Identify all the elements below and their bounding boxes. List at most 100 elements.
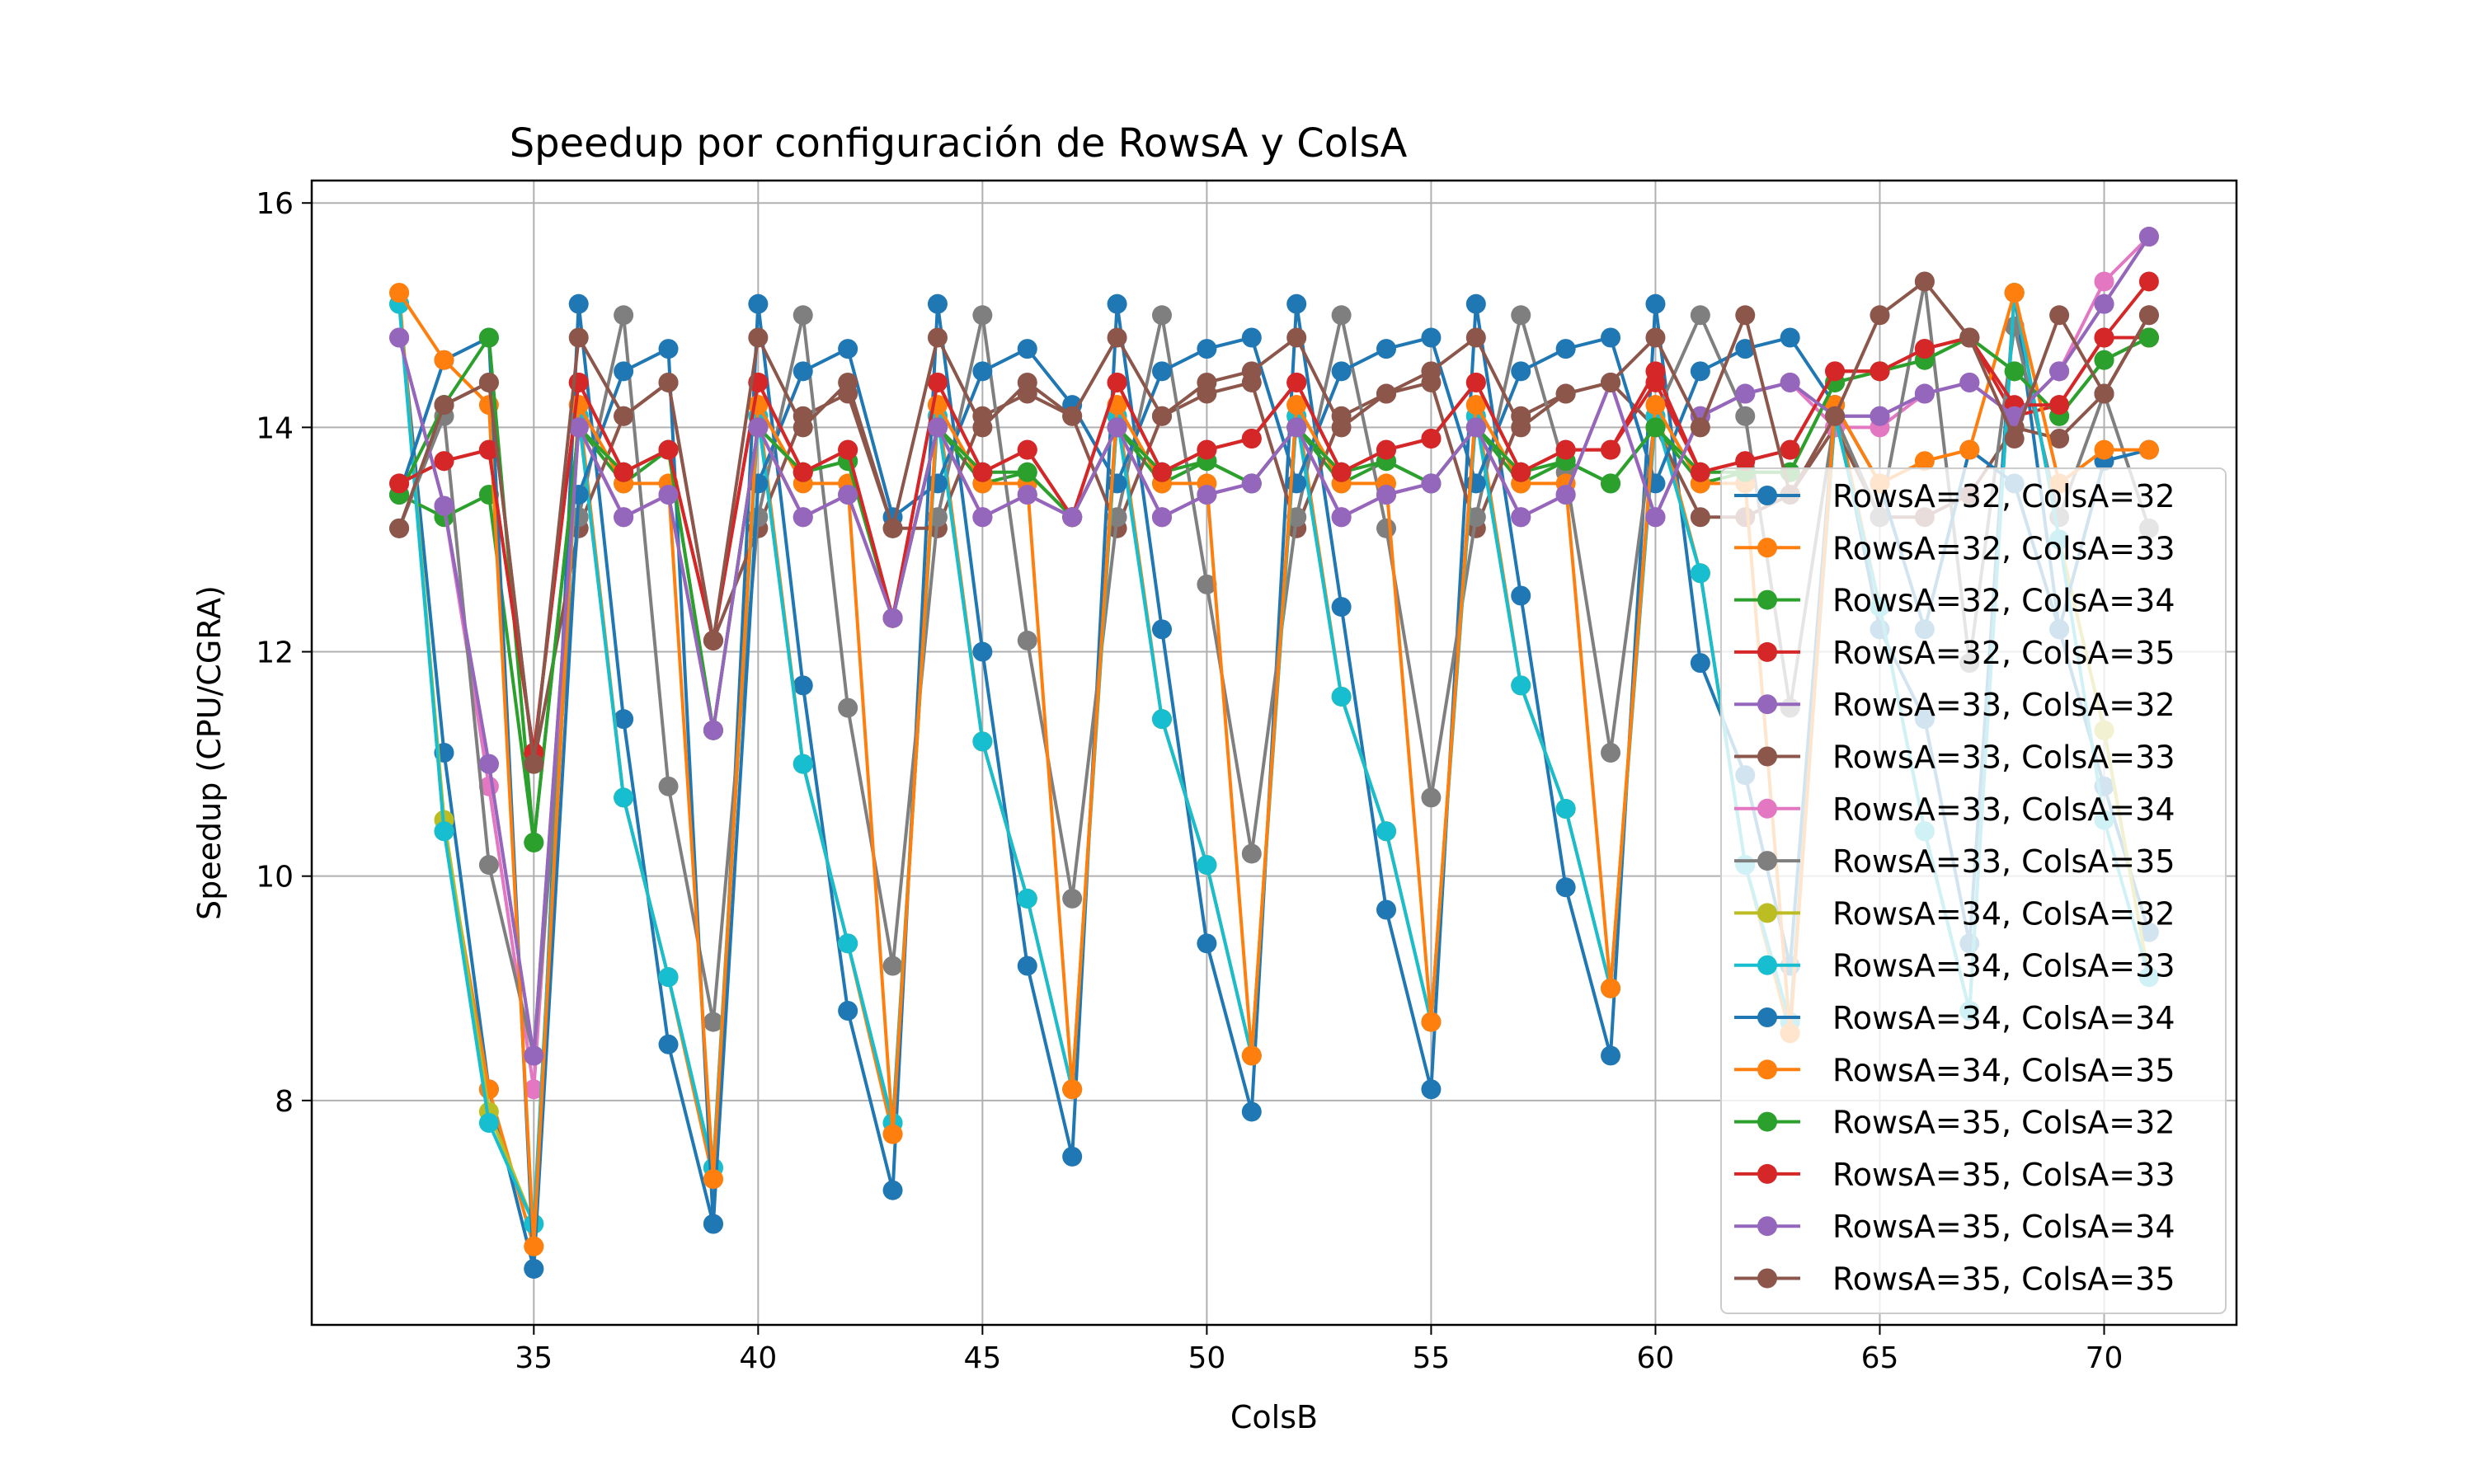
data-point — [1151, 619, 1172, 640]
data-point — [1151, 361, 1172, 382]
data-point — [927, 417, 948, 438]
data-point — [703, 1012, 723, 1032]
data-point — [478, 372, 499, 392]
data-point — [1601, 327, 1621, 348]
data-point — [1376, 899, 1397, 920]
data-point — [1331, 507, 1352, 528]
data-point — [838, 372, 858, 392]
data-point — [1062, 1079, 1083, 1100]
legend-label: RowsA=34, ColsA=33 — [1832, 948, 2175, 984]
data-point — [1107, 294, 1127, 314]
data-point — [2138, 271, 2159, 292]
legend-item: RowsA=32, ColsA=33 — [1734, 530, 2175, 566]
data-point — [1601, 372, 1621, 392]
data-point — [1151, 507, 1172, 528]
data-point — [1421, 327, 1442, 348]
data-point — [838, 1000, 858, 1021]
data-point — [614, 406, 634, 426]
data-point — [1241, 428, 1262, 448]
data-point — [1690, 507, 1710, 528]
legend-marker — [1757, 694, 1777, 715]
data-point — [1376, 439, 1397, 460]
data-point — [1197, 439, 1217, 460]
data-point — [793, 305, 813, 326]
data-point — [793, 361, 813, 382]
data-point — [1017, 956, 1037, 976]
data-point — [434, 350, 454, 370]
data-point — [1107, 372, 1127, 392]
legend-marker — [1757, 851, 1777, 871]
data-point — [1107, 327, 1127, 348]
axis-ticks: 35 40 45 50 55 60 65 70 8 10 12 14 16 — [256, 187, 2123, 1375]
data-point — [1555, 439, 1576, 460]
data-point — [1062, 888, 1083, 909]
data-point — [1870, 305, 1890, 326]
x-tick-label: 65 — [1861, 1341, 1899, 1375]
x-axis-label: ColsB — [1230, 1399, 1318, 1435]
data-point — [389, 518, 410, 538]
data-point — [1601, 978, 1621, 998]
data-point — [1511, 585, 1531, 606]
data-point — [2094, 271, 2114, 292]
data-point — [972, 417, 993, 438]
data-point — [1825, 406, 1846, 426]
data-point — [478, 1113, 499, 1134]
data-point — [1690, 361, 1710, 382]
data-point — [1421, 473, 1442, 494]
legend-label: RowsA=35, ColsA=32 — [1832, 1105, 2175, 1141]
data-point — [524, 754, 544, 774]
y-axis-label: Speedup (CPU/CGRA) — [191, 585, 228, 920]
data-point — [1914, 451, 1935, 472]
legend-label: RowsA=35, ColsA=33 — [1832, 1157, 2175, 1193]
legend-marker — [1757, 589, 1777, 610]
data-point — [2138, 227, 2159, 247]
data-point — [1511, 417, 1531, 438]
legend-marker — [1757, 903, 1777, 923]
data-point — [524, 1258, 544, 1279]
legend-item: RowsA=33, ColsA=34 — [1734, 791, 2175, 828]
data-point — [1331, 417, 1352, 438]
data-point — [1645, 417, 1666, 438]
series-line — [398, 280, 2151, 754]
data-point — [1062, 406, 1083, 426]
data-point — [1376, 485, 1397, 505]
data-point — [2094, 439, 2114, 460]
data-point — [703, 630, 723, 650]
data-point — [1376, 339, 1397, 359]
legend-label: RowsA=35, ColsA=35 — [1832, 1261, 2175, 1298]
legend: RowsA=32, ColsA=32 RowsA=32, ColsA=33 Rows… — [1720, 467, 2227, 1314]
data-point — [1331, 361, 1352, 382]
data-point — [1286, 327, 1307, 348]
legend-marker — [1757, 955, 1777, 975]
y-tick-label: 10 — [256, 861, 294, 895]
legend-marker — [1757, 1007, 1777, 1027]
data-point — [1017, 339, 1037, 359]
data-point — [1555, 339, 1576, 359]
data-point — [2004, 428, 2025, 448]
data-point — [1511, 507, 1531, 528]
data-point — [1241, 361, 1262, 382]
y-tick-label: 16 — [256, 187, 294, 221]
legend-label: RowsA=33, ColsA=35 — [1832, 843, 2175, 880]
data-point — [838, 339, 858, 359]
legend-item: RowsA=32, ColsA=34 — [1734, 583, 2175, 619]
data-point — [1870, 406, 1890, 426]
data-point — [1601, 439, 1621, 460]
data-point — [1286, 294, 1307, 314]
data-point — [434, 451, 454, 472]
data-point — [389, 327, 410, 348]
plot-frame — [310, 179, 2238, 1327]
data-point — [658, 372, 679, 392]
data-point — [838, 485, 858, 505]
data-point — [2049, 305, 2070, 326]
legend-item: RowsA=33, ColsA=33 — [1734, 740, 2175, 776]
data-point — [748, 294, 769, 314]
y-tick-label: 14 — [256, 411, 294, 445]
data-point — [1555, 799, 1576, 819]
data-point — [882, 1180, 903, 1200]
legend-item: RowsA=34, ColsA=32 — [1734, 895, 2175, 932]
x-tick-label: 55 — [1413, 1341, 1451, 1375]
legend-item: RowsA=33, ColsA=35 — [1734, 843, 2175, 880]
data-point — [1511, 305, 1531, 326]
legend-item: RowsA=32, ColsA=35 — [1734, 635, 2175, 671]
